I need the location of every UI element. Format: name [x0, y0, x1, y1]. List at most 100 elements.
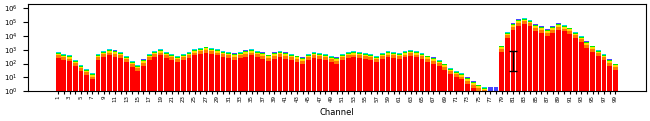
Bar [203, 53, 209, 91]
Bar [567, 30, 572, 31]
Bar [67, 57, 72, 59]
Bar [317, 54, 322, 55]
Bar [147, 57, 151, 60]
Bar [192, 51, 197, 53]
Bar [96, 54, 101, 55]
Bar [311, 58, 317, 91]
Bar [340, 60, 345, 91]
Bar [516, 26, 521, 91]
Bar [198, 48, 203, 49]
Bar [573, 38, 578, 91]
Bar [431, 58, 436, 59]
Bar [578, 38, 584, 39]
Bar [192, 49, 197, 50]
Bar [176, 58, 180, 59]
Bar [62, 57, 66, 60]
Bar [551, 26, 555, 27]
Bar [590, 46, 595, 47]
Bar [334, 61, 339, 64]
Bar [590, 49, 595, 52]
Bar [232, 60, 237, 91]
Bar [505, 32, 510, 33]
Bar [522, 20, 526, 21]
Bar [601, 57, 606, 60]
Bar [73, 61, 78, 62]
Bar [261, 54, 265, 56]
Bar [232, 55, 237, 57]
Bar [352, 51, 356, 52]
Bar [56, 58, 60, 91]
Bar [374, 62, 379, 91]
Bar [465, 79, 470, 81]
Bar [124, 57, 129, 58]
Bar [209, 49, 214, 50]
Bar [96, 55, 101, 56]
Bar [158, 49, 163, 50]
Bar [317, 59, 322, 91]
Bar [289, 56, 294, 57]
Bar [164, 55, 168, 58]
Bar [306, 57, 311, 60]
Bar [471, 83, 476, 85]
Bar [306, 60, 311, 91]
Bar [425, 62, 430, 91]
Bar [380, 53, 385, 54]
Bar [118, 54, 123, 55]
Bar [613, 65, 617, 67]
Bar [238, 58, 242, 91]
Bar [90, 79, 95, 91]
Bar [601, 56, 606, 57]
Bar [601, 60, 606, 91]
Bar [420, 59, 424, 91]
Bar [505, 34, 510, 35]
Bar [141, 60, 146, 61]
Bar [476, 87, 481, 91]
Bar [584, 41, 590, 42]
Bar [101, 53, 106, 54]
Bar [380, 55, 385, 56]
Bar [539, 30, 544, 33]
Bar [471, 82, 476, 83]
Bar [141, 61, 146, 63]
Bar [408, 52, 413, 53]
Bar [84, 71, 89, 72]
Bar [135, 71, 140, 91]
Bar [243, 54, 248, 57]
Bar [545, 29, 549, 30]
Bar [283, 53, 288, 54]
Bar [329, 59, 333, 62]
Bar [266, 58, 271, 61]
Bar [357, 55, 362, 58]
Bar [261, 53, 265, 54]
Bar [369, 55, 373, 56]
Bar [96, 56, 101, 57]
Bar [414, 57, 419, 91]
Bar [289, 55, 294, 56]
Bar [209, 54, 214, 91]
Bar [107, 55, 112, 91]
Bar [198, 50, 203, 51]
Bar [56, 52, 60, 53]
Bar [238, 53, 242, 54]
Bar [62, 60, 66, 91]
Bar [272, 53, 277, 54]
Bar [62, 54, 66, 55]
Bar [454, 72, 458, 73]
Bar [528, 26, 532, 91]
Bar [334, 59, 339, 61]
Bar [181, 60, 186, 91]
Bar [232, 57, 237, 60]
Bar [357, 52, 362, 53]
Bar [153, 52, 157, 53]
Bar [454, 71, 458, 72]
Bar [601, 54, 606, 55]
Bar [164, 53, 168, 54]
Bar [141, 59, 146, 60]
Bar [158, 53, 163, 55]
Bar [255, 57, 259, 91]
Bar [249, 53, 254, 55]
Bar [402, 52, 408, 53]
Bar [118, 55, 123, 58]
Bar [556, 25, 561, 27]
Bar [272, 59, 277, 91]
